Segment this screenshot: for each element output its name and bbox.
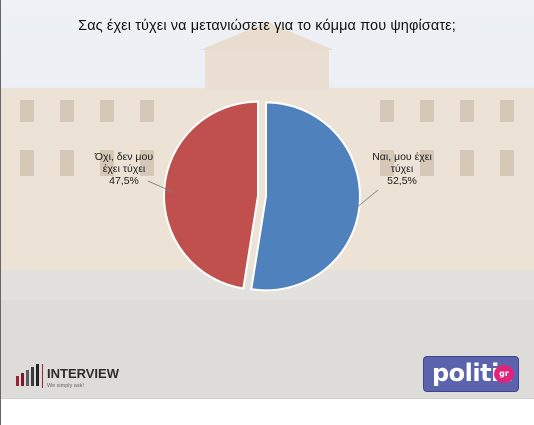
chart-title: Σας έχει τύχει να μετανιώσετε για το κόμ…	[78, 18, 456, 34]
slide-left-border	[0, 0, 1, 425]
slice-label-0: Ναι, μου έχει τύχει 52,5%	[372, 151, 432, 187]
slice-label-1-line-1: έχει τύχει	[103, 163, 146, 175]
interview-tagline: We simply ask!	[47, 383, 84, 389]
interview-logo: INTERVIEW We simply ask!	[16, 364, 120, 389]
pie-slice-0	[250, 101, 361, 292]
pie-chart: Ναι, μου έχει τύχει 52,5% Όχι, δεν μου έχει …	[94, 100, 432, 292]
interview-name: INTERVIEW	[47, 366, 120, 381]
slice-label-0-line-1: τύχει	[391, 163, 414, 175]
interview-logo-mark	[16, 364, 43, 388]
slice-label-0-line-0: Ναι, μου έχει	[372, 151, 432, 163]
slice-label-1-line-2: 47,5%	[109, 175, 139, 187]
slice-label-1-line-0: Όχι, δεν μου	[94, 151, 153, 163]
politic-gr-badge: gr	[494, 365, 514, 383]
pie-slice-1	[163, 100, 260, 290]
leader-line-0	[349, 189, 379, 214]
leader-line-1	[147, 180, 176, 194]
politic-logo: politic gr	[423, 356, 519, 392]
slice-label-1: Όχι, δεν μου έχει τύχει 47,5%	[94, 151, 153, 187]
footer-divider	[0, 398, 534, 399]
slice-label-0-line-2: 52,5%	[387, 175, 417, 187]
